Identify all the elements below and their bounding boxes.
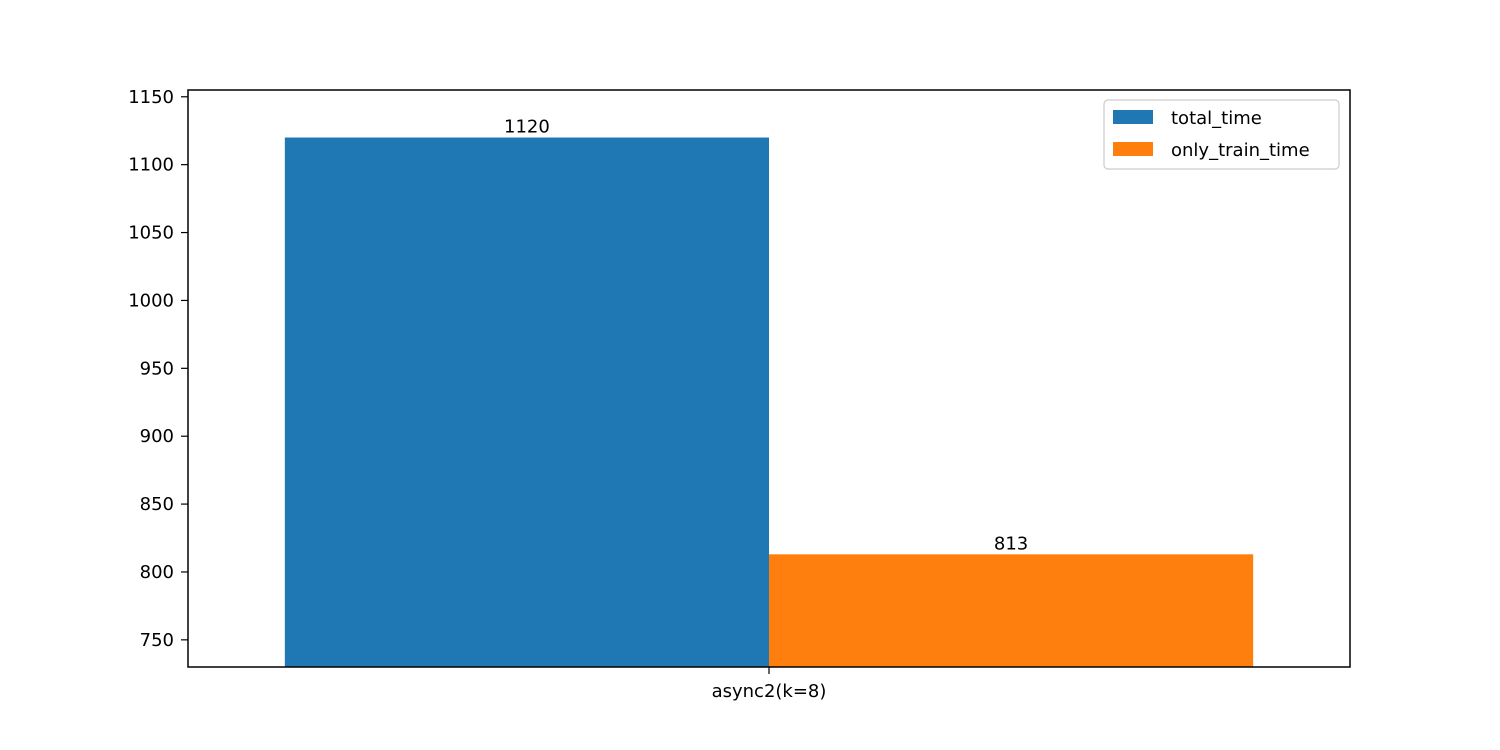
y-axis: 750 800 850 900 950 1000 1050 1100 1150 bbox=[128, 87, 188, 651]
legend-label-only-train-time: only_train_time bbox=[1171, 140, 1310, 161]
bar-only-train-time bbox=[769, 554, 1254, 667]
y-tick-label: 750 bbox=[140, 630, 174, 651]
legend: total_time only_train_time bbox=[1103, 99, 1340, 170]
data-label-only-train-time: 813 bbox=[994, 533, 1028, 554]
legend-swatch-total-time bbox=[1113, 110, 1153, 124]
y-tick-label: 950 bbox=[140, 358, 174, 379]
y-tick-label: 1050 bbox=[128, 223, 174, 244]
data-labels-group: 1120 813 bbox=[504, 117, 1028, 555]
y-tick-label: 1100 bbox=[128, 155, 174, 176]
y-tick-label: 900 bbox=[140, 426, 174, 447]
y-tick-label: 800 bbox=[140, 562, 174, 583]
bars-group bbox=[284, 137, 1254, 668]
x-tick-label: async2(k=8) bbox=[712, 681, 827, 702]
legend-label-total-time: total_time bbox=[1171, 108, 1262, 129]
data-label-total-time: 1120 bbox=[504, 117, 550, 138]
y-tick-label: 850 bbox=[140, 494, 174, 515]
bar-total-time bbox=[284, 137, 769, 668]
legend-box bbox=[1103, 99, 1340, 170]
x-axis: async2(k=8) bbox=[712, 667, 827, 702]
y-tick-label: 1000 bbox=[128, 290, 174, 311]
legend-swatch-only-train-time bbox=[1113, 142, 1153, 156]
y-tick-label: 1150 bbox=[128, 87, 174, 108]
